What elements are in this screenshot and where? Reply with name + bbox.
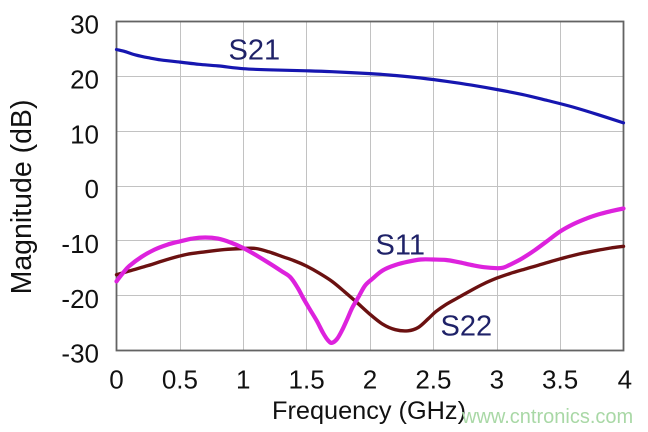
svg-text:Magnitude (dB): Magnitude (dB) — [6, 100, 38, 295]
svg-text:S22: S22 — [441, 310, 493, 342]
svg-text:3: 3 — [490, 365, 504, 395]
svg-text:0: 0 — [85, 174, 99, 204]
svg-text:-20: -20 — [61, 284, 99, 314]
svg-text:-30: -30 — [61, 339, 99, 369]
svg-text:-10: -10 — [61, 229, 99, 259]
svg-text:0.5: 0.5 — [162, 365, 198, 395]
svg-text:3.5: 3.5 — [542, 365, 578, 395]
svg-text:Frequency (GHz): Frequency (GHz) — [272, 397, 466, 425]
svg-text:1.5: 1.5 — [289, 365, 325, 395]
svg-text:2: 2 — [363, 365, 377, 395]
svg-text:www.cntronics.com: www.cntronics.com — [461, 406, 633, 428]
svg-text:0: 0 — [109, 365, 123, 395]
svg-text:30: 30 — [70, 10, 99, 40]
svg-text:4: 4 — [618, 365, 632, 395]
svg-text:1: 1 — [236, 365, 250, 395]
svg-text:S11: S11 — [376, 229, 425, 261]
svg-text:S21: S21 — [229, 35, 281, 67]
svg-text:20: 20 — [70, 65, 99, 95]
svg-text:2.5: 2.5 — [415, 365, 451, 395]
svg-text:10: 10 — [70, 119, 99, 149]
